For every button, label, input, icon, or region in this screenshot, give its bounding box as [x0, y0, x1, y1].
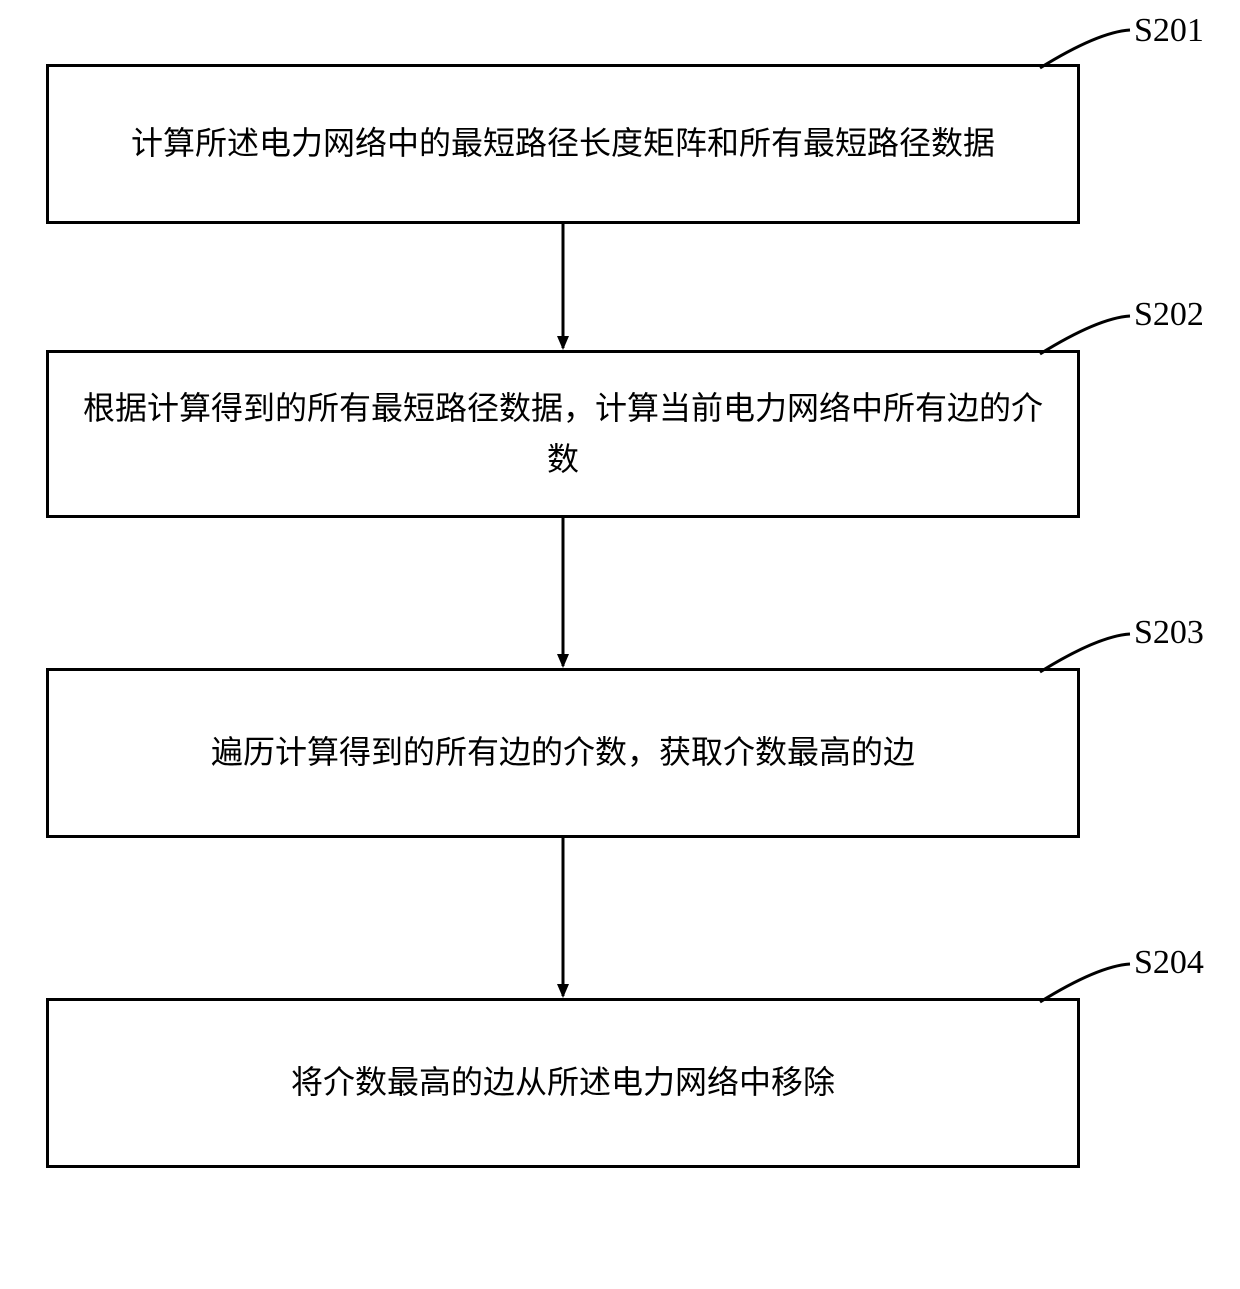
flow-node-s202: 根据计算得到的所有最短路径数据，计算当前电力网络中所有边的介数 — [46, 350, 1080, 518]
flow-node-s201: 计算所述电力网络中的最短路径长度矩阵和所有最短路径数据 — [46, 64, 1080, 224]
leader-s202 — [1040, 316, 1130, 354]
flow-node-s201-text: 计算所述电力网络中的最短路径长度矩阵和所有最短路径数据 — [131, 118, 995, 169]
leader-s203 — [1040, 634, 1130, 672]
leader-s204 — [1040, 964, 1130, 1002]
flow-node-s202-text: 根据计算得到的所有最短路径数据，计算当前电力网络中所有边的介数 — [69, 383, 1057, 485]
flow-node-s203: 遍历计算得到的所有边的介数，获取介数最高的边 — [46, 668, 1080, 838]
flow-node-s204: 将介数最高的边从所述电力网络中移除 — [46, 998, 1080, 1168]
step-label-s203: S203 — [1134, 614, 1204, 652]
flowchart-canvas: 计算所述电力网络中的最短路径长度矩阵和所有最短路径数据 S201 根据计算得到的… — [0, 0, 1240, 1289]
step-label-s204: S204 — [1134, 944, 1204, 982]
leader-s201 — [1040, 30, 1130, 68]
flow-node-s204-text: 将介数最高的边从所述电力网络中移除 — [291, 1057, 835, 1108]
step-label-s201: S201 — [1134, 12, 1204, 50]
step-label-s202: S202 — [1134, 296, 1204, 334]
flow-node-s203-text: 遍历计算得到的所有边的介数，获取介数最高的边 — [211, 727, 915, 778]
